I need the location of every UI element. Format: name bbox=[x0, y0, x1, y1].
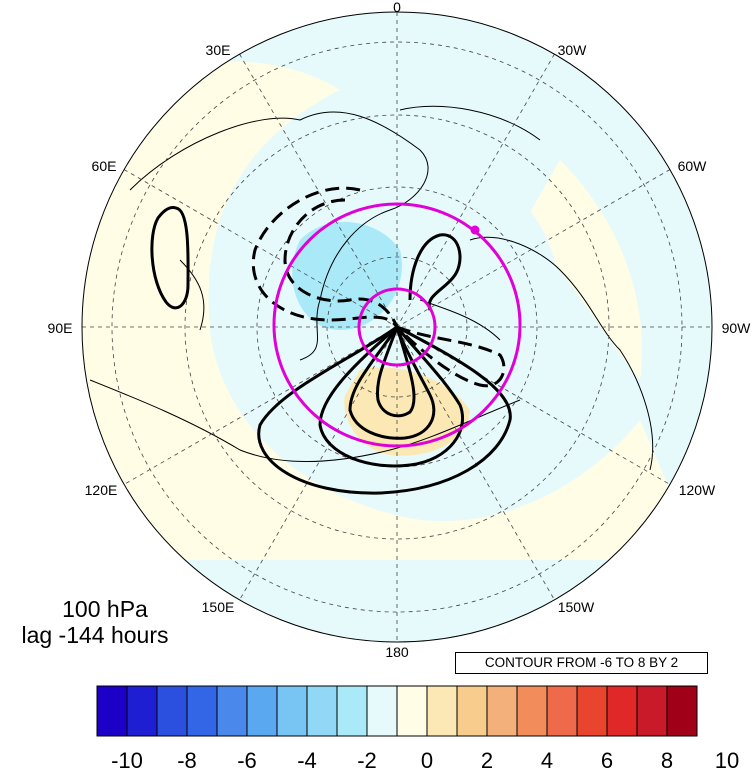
colorbar-swatch bbox=[156, 685, 188, 737]
colorbar-tick-label: 4 bbox=[541, 748, 553, 773]
colorbar-swatch bbox=[576, 685, 608, 737]
colorbar-tick-label: 10 bbox=[715, 748, 739, 773]
marker-dot bbox=[470, 225, 480, 235]
marker-outer-circle bbox=[272, 202, 522, 448]
colorbar-swatch bbox=[306, 685, 338, 737]
lon-label-180: 180 bbox=[385, 644, 409, 660]
level-label: 100 hPa bbox=[62, 596, 148, 622]
lon-label-120e: 120E bbox=[85, 482, 118, 498]
colorbar-tick-label: 2 bbox=[481, 748, 493, 773]
lon-label-60e: 60E bbox=[92, 158, 117, 174]
colorbar-tick-label: 6 bbox=[601, 748, 613, 773]
longitude-labels: 0 30E 30W 60E 60W 90E 90W 120E 120W 150E… bbox=[48, 0, 752, 660]
colorbar-tick-label: -2 bbox=[357, 748, 377, 773]
colorbar-swatch bbox=[276, 685, 308, 737]
colorbar-swatch bbox=[456, 685, 488, 737]
colorbar-tick-label: -10 bbox=[111, 748, 143, 773]
contour-positive-south-2 bbox=[318, 324, 465, 468]
colorbar-tick-label: -6 bbox=[237, 748, 257, 773]
colorbar-swatch bbox=[666, 685, 698, 737]
positive-anomaly-outer bbox=[82, 61, 700, 560]
magenta-markers bbox=[272, 202, 522, 448]
colorbar-swatch bbox=[336, 685, 368, 737]
colorbar-tick-labels: -10 -8 -6 -4 -2 0 2 4 6 8 10 bbox=[111, 748, 739, 773]
contour-positive-west bbox=[150, 206, 190, 310]
colorbar-swatch bbox=[636, 685, 668, 737]
contour-negative-1 bbox=[251, 186, 399, 328]
positive-anomaly-east bbox=[520, 160, 642, 380]
contours bbox=[150, 186, 512, 495]
colorbar-swatch bbox=[426, 685, 458, 737]
colorbar-swatch bbox=[606, 685, 638, 737]
lon-label-150e: 150E bbox=[202, 599, 235, 615]
colorbar-swatch bbox=[486, 685, 518, 737]
contour-info-box: CONTOUR FROM -6 TO 8 BY 2 bbox=[455, 652, 708, 674]
colorbar-tick-label: -8 bbox=[177, 748, 197, 773]
lon-label-120w: 120W bbox=[679, 482, 716, 498]
colorbar-tick-label: 0 bbox=[421, 748, 433, 773]
lon-label-150w: 150W bbox=[558, 599, 595, 615]
coastlines bbox=[89, 105, 654, 471]
colorbar-swatch bbox=[516, 685, 548, 737]
lon-label-60w: 60W bbox=[678, 158, 708, 174]
lon-label-0: 0 bbox=[393, 0, 401, 15]
lon-label-30e: 30E bbox=[206, 42, 231, 58]
lag-label: lag -144 hours bbox=[21, 622, 169, 648]
contour-positive-north bbox=[408, 233, 462, 311]
colorbar-swatch bbox=[96, 685, 128, 737]
contour-positive-south-4 bbox=[375, 322, 416, 418]
contour-negative-3 bbox=[395, 325, 506, 388]
contour-positive-south-3 bbox=[348, 323, 436, 440]
map-border bbox=[81, 11, 713, 643]
colorbar-swatch bbox=[126, 685, 158, 737]
lon-label-90w: 90W bbox=[722, 320, 752, 336]
colorbar-tick-label: -4 bbox=[297, 748, 317, 773]
colorbar-swatch bbox=[216, 685, 248, 737]
colorbar-swatch bbox=[246, 685, 278, 737]
colorbar-swatch bbox=[396, 685, 428, 737]
colorbar-tick-label: 8 bbox=[661, 748, 673, 773]
colorbar-swatch bbox=[546, 685, 578, 737]
colorbar-swatch bbox=[186, 685, 218, 737]
contour-negative-2 bbox=[283, 198, 399, 328]
colorbar bbox=[96, 685, 698, 737]
marker-inner-circle bbox=[357, 287, 437, 367]
contour-positive-south-1 bbox=[257, 325, 512, 495]
lon-label-90e: 90E bbox=[48, 320, 73, 336]
lon-label-30w: 30W bbox=[558, 42, 588, 58]
colorbar-swatch bbox=[366, 685, 398, 737]
negative-anomaly-band bbox=[240, 136, 560, 470]
